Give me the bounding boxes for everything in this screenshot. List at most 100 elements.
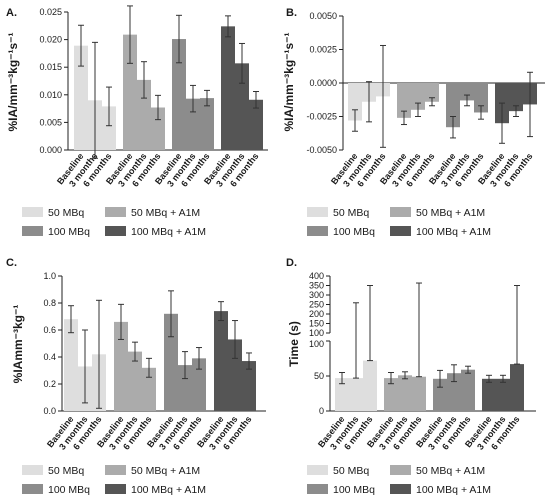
legend-swatch — [22, 207, 43, 217]
panel-a-plot: 0.0000.0050.0100.0150.0200.025Baseline3 … — [39, 5, 268, 189]
bar — [123, 34, 137, 150]
y-tick-label: -0.0050 — [306, 145, 337, 155]
panel-c-legend: 50 MBq 50 MBq + A1M 100 MBq 100 MBq + A1M — [22, 465, 206, 496]
legend-label: 50 MBq + A1M — [131, 207, 200, 219]
bar — [349, 378, 363, 411]
panel-c-letter: C. — [6, 257, 17, 269]
y-tick-label: 0.8 — [43, 298, 56, 308]
bar — [64, 319, 78, 411]
panel-b-y-axis-label: %IA/mm⁻³kg⁻¹s⁻¹ — [282, 32, 296, 131]
legend-label: 100 MBq + A1M — [416, 484, 491, 496]
bar — [335, 378, 349, 411]
bar — [447, 373, 461, 411]
panel-d-y-axis-label: Time (s) — [287, 321, 301, 367]
bar — [433, 378, 447, 411]
legend-swatch — [105, 484, 126, 494]
bar — [228, 339, 242, 411]
y-tick-label: 1.0 — [43, 271, 56, 281]
bar — [235, 63, 249, 150]
bar — [186, 98, 200, 150]
bar — [164, 313, 178, 411]
panel-d-letter: D. — [286, 257, 297, 269]
bar — [221, 26, 235, 151]
y-tick-label: 0.0000 — [309, 78, 337, 88]
y-tick-label: 0.000 — [39, 145, 62, 155]
legend-swatch — [22, 484, 43, 494]
legend-label: 100 MBq — [333, 484, 375, 496]
legend-swatch — [22, 226, 43, 236]
legend-label: 50 MBq + A1M — [131, 465, 200, 477]
bar — [142, 367, 156, 411]
bar — [348, 83, 362, 121]
bar — [474, 83, 488, 113]
bar — [128, 351, 142, 411]
legend-label: 50 MBq — [333, 465, 369, 477]
bar — [384, 378, 398, 411]
y-tick-label: 0 — [319, 406, 324, 416]
legend-swatch — [390, 465, 411, 475]
y-tick-label: 0.0 — [43, 406, 56, 416]
y-tick-label: 0.2 — [43, 379, 56, 389]
y-tick-label: 50 — [314, 371, 324, 381]
bar — [398, 375, 412, 411]
y-tick-label: 350 — [309, 281, 324, 291]
bar — [200, 98, 214, 150]
bar — [137, 79, 151, 150]
y-tick-label: 300 — [309, 290, 324, 300]
legend-swatch — [307, 465, 328, 475]
legend-swatch — [22, 465, 43, 475]
panel-c-y-axis-label: %IAmm⁻³kg⁻¹ — [11, 305, 25, 384]
panel-a-y-axis-label: %IA/mm⁻³kg⁻¹s⁻¹ — [6, 32, 20, 131]
legend-label: 50 MBq — [48, 207, 84, 219]
y-tick-label: 0.010 — [39, 90, 62, 100]
legend-swatch — [307, 226, 328, 236]
legend-swatch — [307, 484, 328, 494]
bar — [151, 107, 165, 150]
y-tick-label: 400 — [309, 271, 324, 281]
bar — [412, 376, 426, 411]
y-tick-label: 0.4 — [43, 352, 56, 362]
bar — [482, 378, 496, 411]
bar — [496, 378, 510, 411]
bar — [425, 83, 439, 102]
bar — [192, 358, 206, 411]
bar — [74, 45, 88, 151]
legend-label: 50 MBq — [333, 207, 369, 219]
legend-swatch — [105, 207, 126, 217]
bar — [461, 369, 475, 411]
legend-label: 100 MBq + A1M — [131, 226, 206, 238]
legend-swatch — [390, 484, 411, 494]
legend-label: 100 MBq + A1M — [131, 484, 206, 496]
bar — [214, 311, 228, 411]
bar — [446, 83, 460, 128]
y-tick-label: 0.025 — [39, 7, 62, 17]
y-tick-label: 0.005 — [39, 117, 62, 127]
legend-label: 100 MBq — [48, 226, 90, 238]
y-tick-label: 100 — [309, 339, 324, 349]
legend-label: 50 MBq — [48, 465, 84, 477]
y-tick-label: 250 — [309, 300, 324, 310]
panel-a-legend: 50 MBq 50 MBq + A1M 100 MBq 100 MBq + A1M — [22, 207, 206, 238]
y-tick-label: 0.0050 — [309, 11, 337, 21]
legend-label: 100 MBq — [48, 484, 90, 496]
legend-label: 50 MBq + A1M — [416, 465, 485, 477]
panel-d: D. Time (s) 100150200250300350400050100B… — [286, 257, 536, 496]
panel-b-letter: B. — [286, 7, 297, 19]
bar — [363, 360, 377, 411]
y-tick-label: 0.0025 — [309, 45, 337, 55]
y-tick-label: 200 — [309, 309, 324, 319]
bar — [172, 39, 186, 150]
bar — [249, 99, 263, 150]
y-tick-label: 0.015 — [39, 62, 62, 72]
panel-d-legend: 50 MBq 50 MBq + A1M 100 MBq 100 MBq + A1M — [307, 465, 491, 496]
legend-swatch — [105, 226, 126, 236]
legend-swatch — [390, 226, 411, 236]
y-tick-label: 150 — [309, 319, 324, 329]
y-tick-label: 0.6 — [43, 325, 56, 335]
panel-b-plot: -0.0050-0.00250.00000.00250.0050Baseline… — [306, 11, 545, 189]
bar — [114, 321, 128, 411]
bar — [397, 83, 411, 118]
